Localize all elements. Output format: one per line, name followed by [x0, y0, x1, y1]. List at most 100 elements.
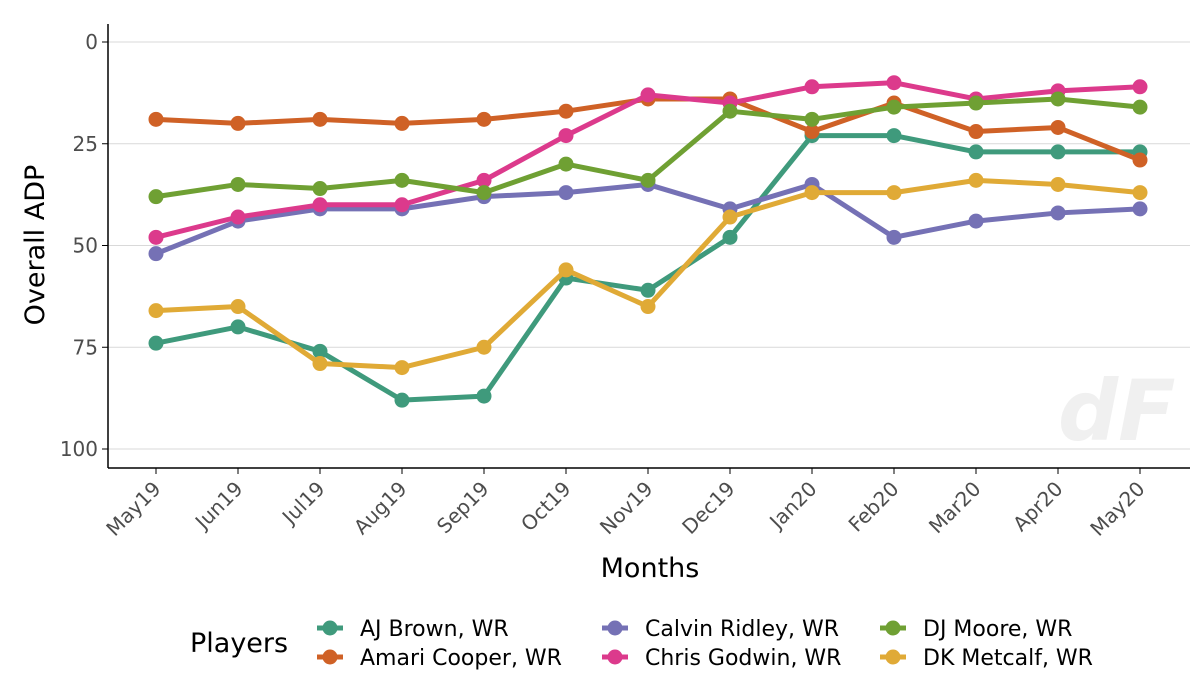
data-point — [1132, 79, 1148, 95]
data-point — [886, 185, 902, 201]
y-tick-label: 50 — [73, 234, 98, 258]
legend-item: Calvin Ridley, WR — [602, 617, 839, 642]
data-point — [1050, 91, 1066, 107]
data-point — [394, 392, 410, 408]
data-point — [230, 319, 246, 335]
data-point — [1050, 205, 1066, 221]
x-tick-label: Dec19 — [677, 477, 739, 539]
data-point — [312, 111, 328, 127]
data-point — [640, 172, 656, 188]
data-point — [968, 213, 984, 229]
data-point — [148, 111, 164, 127]
data-point — [394, 197, 410, 213]
data-point — [148, 303, 164, 319]
data-point — [1132, 185, 1148, 201]
data-point — [886, 128, 902, 144]
data-point — [1050, 144, 1066, 160]
legend-key-point — [607, 620, 623, 636]
data-point — [968, 144, 984, 160]
x-tick-label: May19 — [101, 477, 165, 541]
data-point — [968, 124, 984, 140]
data-point — [558, 156, 574, 172]
x-tick-label: Oct19 — [516, 477, 575, 536]
y-tick-label: 25 — [73, 132, 98, 156]
axes — [102, 24, 1190, 474]
x-tick-label: Sep19 — [432, 477, 494, 539]
data-point — [1050, 119, 1066, 135]
legend-label: AJ Brown, WR — [360, 617, 509, 642]
data-point — [394, 360, 410, 376]
series-line — [153, 181, 1143, 257]
x-tick-label: Jun19 — [189, 477, 247, 535]
data-point — [394, 115, 410, 131]
y-tick-label: 75 — [73, 335, 98, 359]
legend-key-point — [322, 649, 338, 665]
watermark-logo: dF — [1058, 362, 1176, 460]
data-point — [968, 172, 984, 188]
data-point — [968, 95, 984, 111]
data-point — [640, 299, 656, 315]
data-point — [230, 299, 246, 315]
data-point — [476, 185, 492, 201]
legend-label: DJ Moore, WR — [923, 617, 1072, 642]
data-point — [230, 209, 246, 225]
data-point — [230, 115, 246, 131]
data-point — [476, 339, 492, 355]
data-point — [1132, 152, 1148, 168]
series-layer — [148, 75, 1148, 408]
legend-label: Chris Godwin, WR — [645, 646, 841, 671]
x-tick-label: Mar20 — [924, 477, 986, 539]
data-point — [558, 128, 574, 144]
data-point — [886, 75, 902, 91]
data-point — [886, 99, 902, 115]
legend: Players AJ Brown, WR Amari Cooper, WR Calv… — [190, 617, 1093, 671]
legend-key-point — [885, 649, 901, 665]
x-tick-label: Aug19 — [349, 477, 412, 540]
series-0 — [148, 128, 1148, 408]
x-tick-label: Jan20 — [763, 477, 821, 535]
data-point — [722, 103, 738, 119]
data-point — [476, 172, 492, 188]
legend-item: DJ Moore, WR — [880, 617, 1072, 642]
legend-key-point — [607, 649, 623, 665]
legend-key-point — [885, 620, 901, 636]
data-point — [312, 197, 328, 213]
data-point — [312, 356, 328, 372]
data-point — [1132, 99, 1148, 115]
legend-label: Calvin Ridley, WR — [645, 617, 839, 642]
gridlines — [108, 41, 1190, 450]
data-point — [558, 103, 574, 119]
data-point — [148, 335, 164, 351]
data-point — [230, 176, 246, 192]
data-point — [476, 388, 492, 404]
data-point — [640, 282, 656, 298]
data-point — [722, 229, 738, 245]
x-tick-label: Nov19 — [595, 477, 658, 540]
legend-title: Players — [190, 628, 288, 659]
x-axis-title: Months — [601, 553, 700, 584]
legend-label: DK Metcalf, WR — [923, 646, 1093, 671]
data-point — [394, 172, 410, 188]
data-point — [722, 209, 738, 225]
x-tick-label: Jul19 — [276, 477, 329, 530]
data-point — [558, 262, 574, 278]
x-tick-label: Feb20 — [844, 477, 904, 537]
data-point — [148, 229, 164, 245]
data-point — [476, 111, 492, 127]
x-tick-labels: May19 Jun19 Jul19 Aug19 Sep19 Oct19 Nov19 Dec19… — [101, 477, 1149, 541]
data-point — [148, 246, 164, 262]
data-point — [804, 124, 820, 140]
legend-key-point — [322, 620, 338, 636]
data-point — [804, 111, 820, 127]
data-point — [886, 229, 902, 245]
y-tick-label: 0 — [85, 30, 98, 54]
data-point — [558, 185, 574, 201]
data-point — [312, 181, 328, 197]
data-point — [312, 343, 328, 359]
data-point — [804, 185, 820, 201]
series-5 — [148, 172, 1148, 376]
series-4 — [148, 91, 1148, 205]
legend-item: AJ Brown, WR — [317, 617, 509, 642]
legend-item: Chris Godwin, WR — [602, 646, 841, 671]
